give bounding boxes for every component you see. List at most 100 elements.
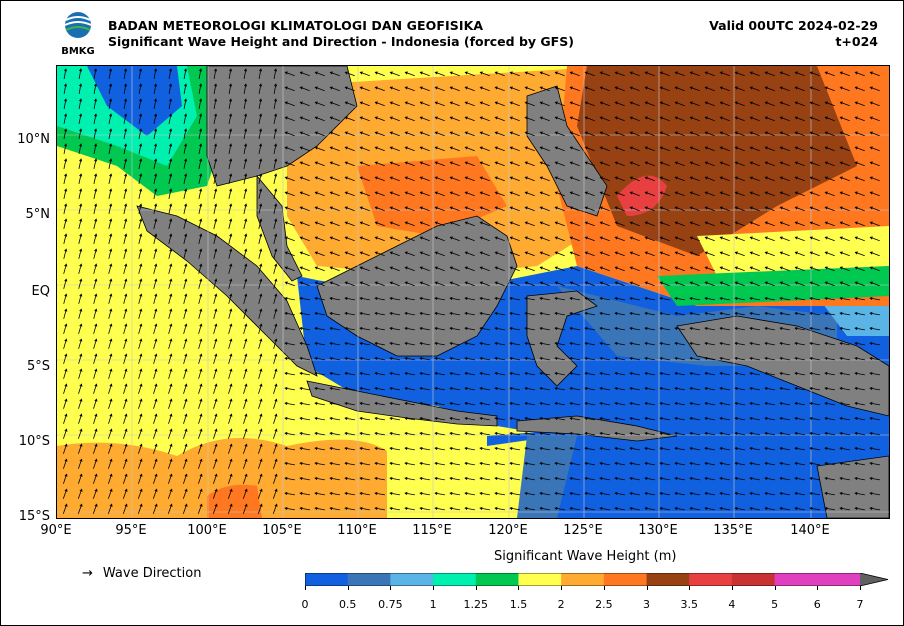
wave-arrow bbox=[434, 386, 445, 391]
wave-arrow bbox=[494, 281, 505, 287]
wave-arrow bbox=[228, 278, 233, 289]
wave-arrow bbox=[93, 233, 98, 244]
wave-arrow bbox=[138, 233, 143, 244]
forecast-step: t+024 bbox=[835, 34, 878, 49]
wave-arrow bbox=[123, 233, 128, 244]
wave-arrow bbox=[584, 476, 595, 481]
wave-arrow bbox=[329, 386, 340, 391]
wave-arrow bbox=[108, 218, 113, 229]
wave-arrow bbox=[359, 386, 370, 391]
wave-arrow bbox=[569, 131, 580, 137]
wave-arrow bbox=[228, 248, 233, 259]
wave-arrow bbox=[599, 101, 610, 107]
wave-arrow bbox=[123, 263, 128, 274]
wave-arrow bbox=[779, 476, 790, 481]
wave-arrow bbox=[734, 266, 745, 272]
wave-arrow bbox=[719, 506, 730, 511]
wave-arrow bbox=[107, 503, 113, 514]
wave-arrow bbox=[854, 236, 865, 242]
wave-arrow bbox=[779, 146, 790, 152]
wave-arrow bbox=[464, 161, 475, 167]
wave-arrow bbox=[494, 221, 505, 227]
wave-arrow bbox=[569, 476, 580, 481]
wave-arrow bbox=[614, 416, 625, 421]
wave-arrow bbox=[674, 266, 685, 272]
wave-arrow bbox=[719, 401, 730, 406]
wave-arrow bbox=[374, 476, 385, 481]
wave-arrow bbox=[809, 191, 820, 197]
wave-arrow bbox=[419, 296, 430, 301]
wave-arrow bbox=[809, 311, 820, 316]
wave-arrow bbox=[539, 461, 550, 466]
wave-arrow bbox=[479, 311, 490, 316]
wave-arrow bbox=[584, 206, 595, 212]
wave-arrow bbox=[554, 401, 565, 406]
wave-arrow bbox=[77, 488, 83, 499]
wave-arrow bbox=[764, 206, 775, 212]
colorbar-tickmark bbox=[689, 586, 691, 590]
wave-arrow bbox=[824, 281, 835, 287]
wave-arrow bbox=[719, 146, 730, 152]
wave-arrow bbox=[479, 431, 490, 436]
wave-arrow bbox=[198, 68, 203, 79]
wave-arrow bbox=[809, 401, 820, 406]
wave-arrow bbox=[779, 401, 790, 406]
wave-arrow bbox=[258, 83, 263, 94]
wave-arrow bbox=[329, 506, 340, 511]
wave-arrow bbox=[108, 413, 113, 424]
wave-arrow bbox=[183, 323, 188, 334]
wave-arrow bbox=[824, 296, 835, 301]
wave-arrow bbox=[554, 146, 565, 152]
wave-arrow bbox=[809, 461, 820, 466]
wave-arrow bbox=[644, 176, 655, 182]
wave-arrow bbox=[494, 416, 505, 421]
wave-arrow bbox=[644, 116, 655, 122]
wave-arrow bbox=[749, 401, 760, 406]
wave-arrow bbox=[719, 311, 730, 316]
wave-arrow bbox=[183, 188, 188, 199]
wave-arrow bbox=[329, 146, 340, 152]
wave-arrow bbox=[228, 98, 233, 109]
wave-arrow bbox=[183, 443, 188, 454]
wave-arrow bbox=[854, 266, 865, 272]
wave-arrow bbox=[389, 311, 400, 316]
wave-arrow bbox=[539, 491, 550, 496]
colorbar-segment bbox=[817, 573, 861, 586]
wave-arrow bbox=[599, 131, 610, 137]
wave-arrow bbox=[764, 446, 775, 451]
wave-arrow bbox=[539, 161, 550, 167]
wave-arrow bbox=[419, 386, 430, 391]
wave-arrow bbox=[539, 311, 550, 316]
wave-arrow bbox=[659, 416, 670, 421]
wave-arrow bbox=[359, 236, 370, 242]
wave-arrow bbox=[824, 101, 835, 107]
wave-arrow bbox=[419, 311, 430, 316]
wave-arrow bbox=[689, 446, 700, 451]
wave-arrow bbox=[257, 503, 263, 514]
wave-arrow bbox=[539, 386, 550, 391]
wave-arrow bbox=[344, 86, 355, 92]
wave-arrow bbox=[299, 491, 310, 496]
wave-arrow bbox=[243, 158, 248, 169]
wave-arrow bbox=[258, 143, 263, 154]
wave-arrow bbox=[183, 218, 188, 229]
wave-arrow bbox=[258, 98, 263, 109]
wave-arrow bbox=[824, 176, 835, 182]
wave-arrow bbox=[614, 71, 625, 77]
wave-arrow bbox=[434, 221, 445, 227]
wave-arrow bbox=[644, 266, 655, 272]
wave-arrow bbox=[389, 506, 400, 511]
colorbar-tick-label: 6 bbox=[813, 598, 821, 611]
wave-arrow bbox=[749, 416, 760, 421]
wave-arrow bbox=[779, 236, 790, 242]
wave-arrow bbox=[284, 161, 295, 167]
wave-arrow bbox=[869, 461, 880, 466]
wave-arrow bbox=[479, 266, 490, 272]
wave-arrow bbox=[689, 311, 700, 316]
wave-arrow bbox=[869, 236, 880, 242]
wave-arrow bbox=[839, 386, 850, 391]
wave-arrow bbox=[539, 296, 550, 301]
wave-arrow bbox=[509, 356, 520, 361]
wave-arrow bbox=[168, 278, 173, 289]
wave-arrow bbox=[123, 173, 128, 184]
